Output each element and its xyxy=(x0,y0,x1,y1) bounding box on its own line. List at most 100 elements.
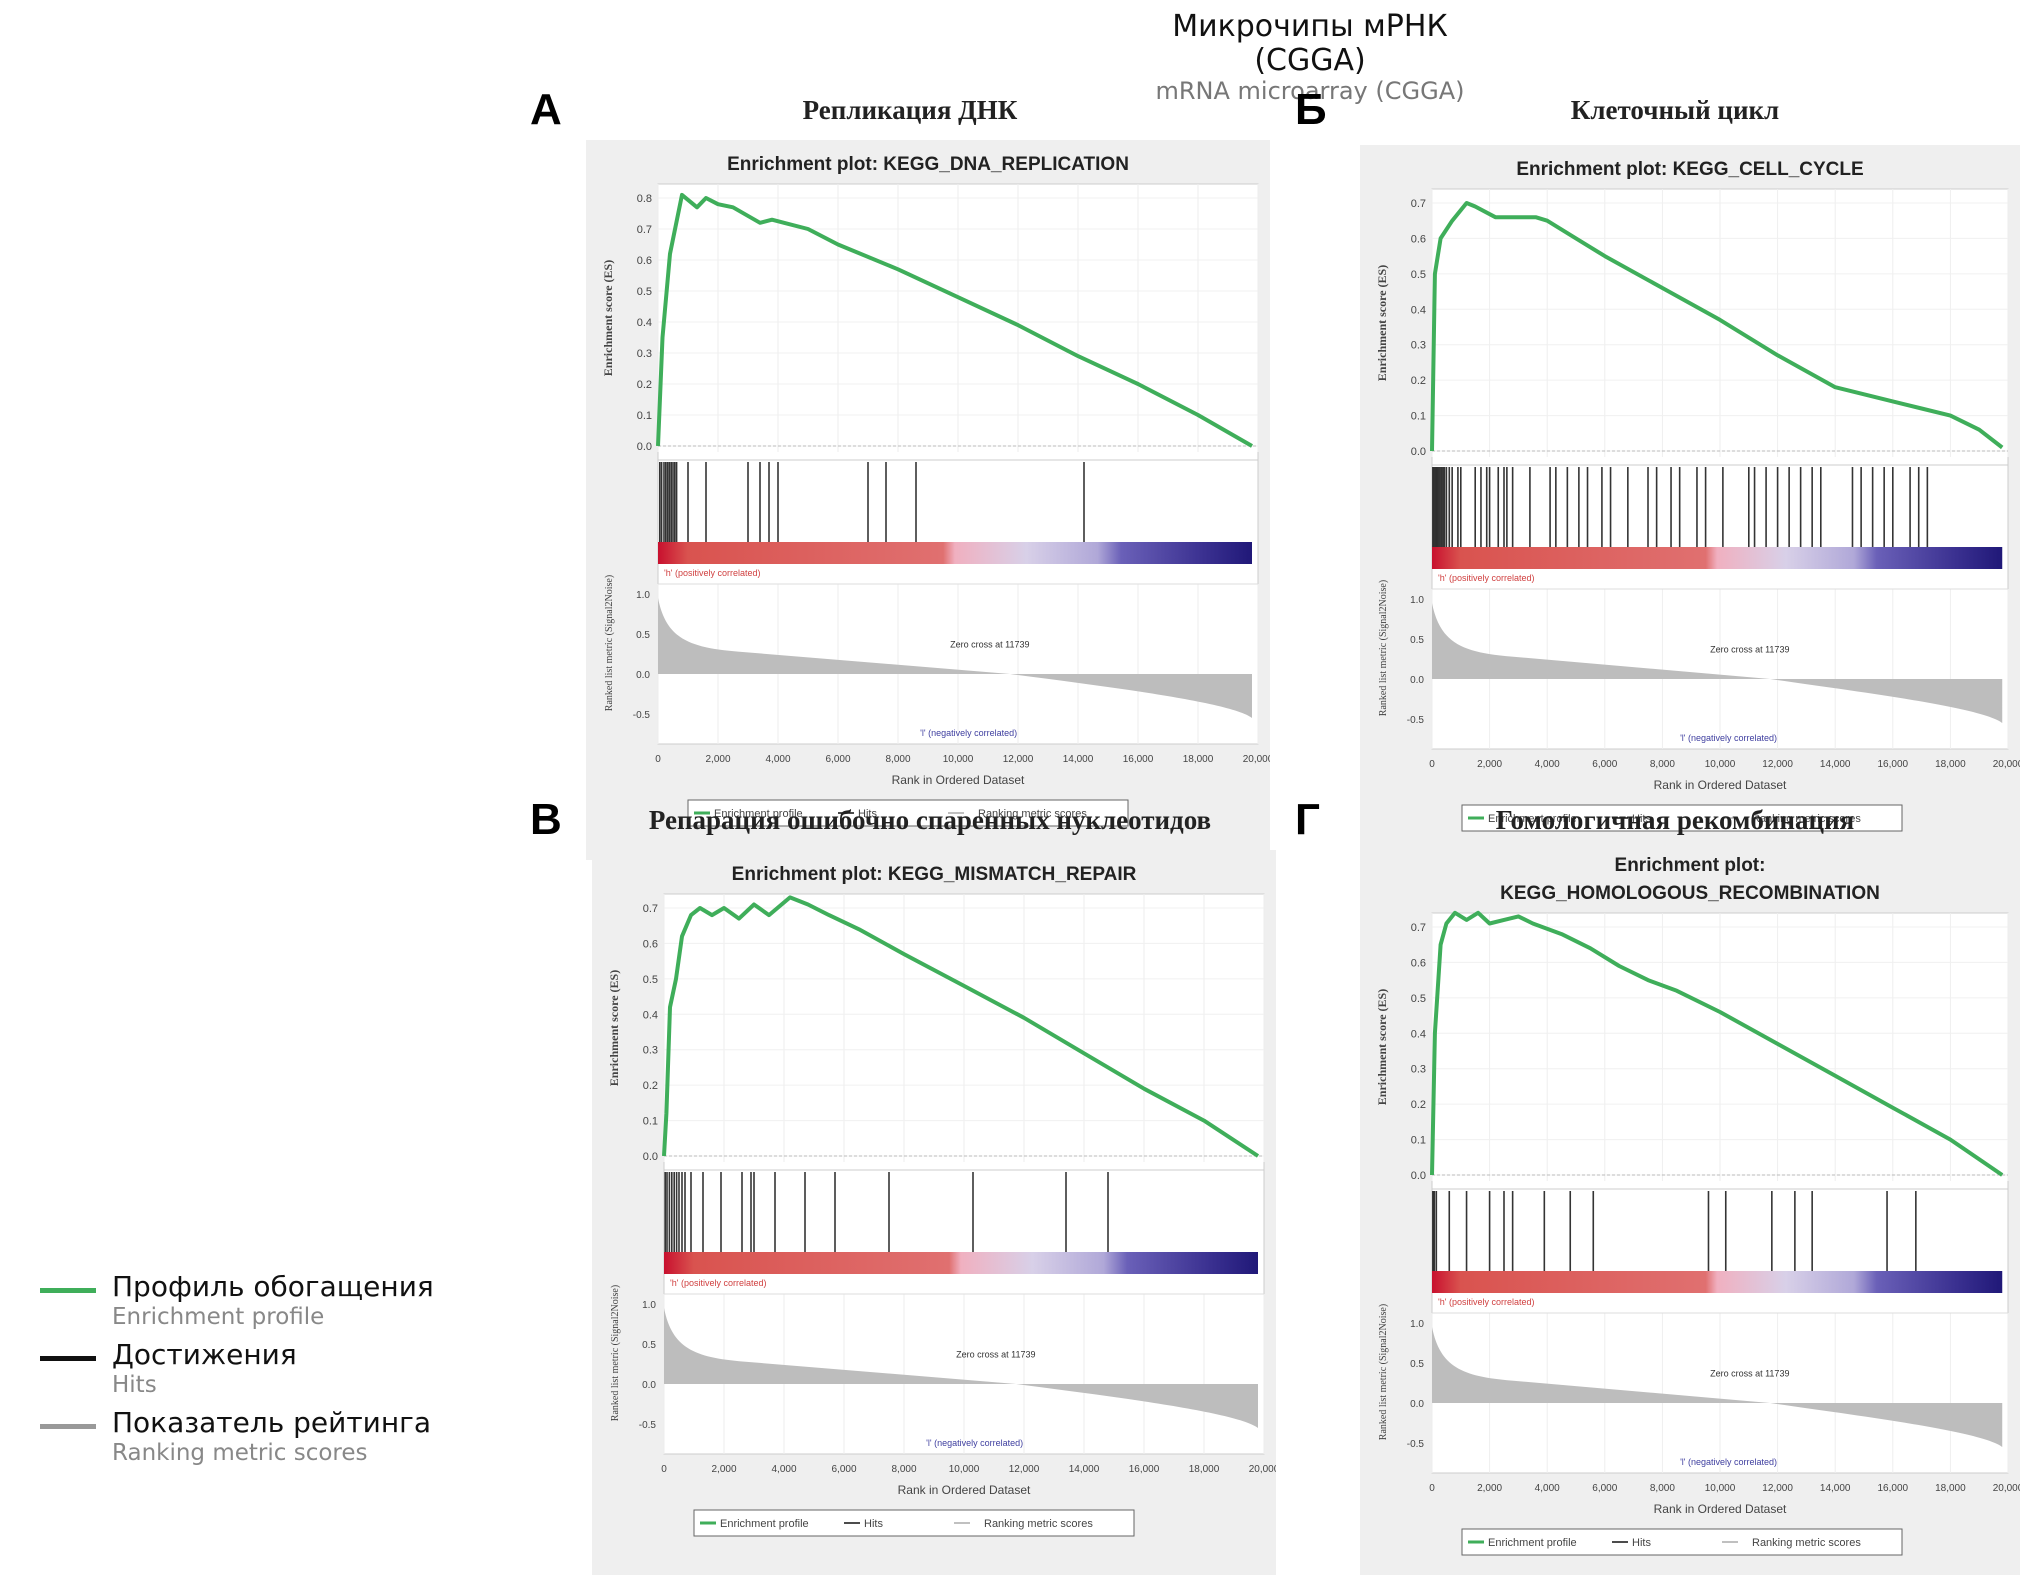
metric-tick-label: 0.5 xyxy=(1410,1359,1424,1370)
y-tick-label: 0.5 xyxy=(1411,269,1426,281)
plot-legend-label: Enrichment profile xyxy=(1488,813,1577,825)
legend-label-en: Ranking metric scores xyxy=(112,1440,368,1466)
negatively-correlated-label: 'l' (negatively correlated) xyxy=(1680,733,1777,743)
x-tick-label: 2,000 xyxy=(711,1464,736,1475)
x-tick-label: 6,000 xyxy=(825,754,850,765)
legend-label-en: Enrichment profile xyxy=(112,1304,325,1330)
enrichment-plot: Enrichment plot: KEGG_CELL_CYCLE 0.0 0.1 0.… xyxy=(1360,145,2020,865)
y-tick-label: 0.0 xyxy=(1411,446,1426,458)
x-tick-label: 8,000 xyxy=(891,1464,916,1475)
ranked-heat-bar xyxy=(658,542,1252,564)
black-line-icon xyxy=(40,1356,96,1361)
metric-tick-label: -0.5 xyxy=(633,710,651,721)
zero-cross-label: Zero cross at 11739 xyxy=(1710,1369,1789,1379)
es-axis-label: Enrichment score (ES) xyxy=(1375,989,1389,1105)
plot-legend-label: Enrichment profile xyxy=(1488,1537,1577,1549)
y-tick-label: 0.8 xyxy=(637,193,652,205)
x-tick-label: 4,000 xyxy=(771,1464,796,1475)
y-tick-label: 0.2 xyxy=(637,379,652,391)
enrichment-plot: Enrichment plot: KEGG_HOMOLOGOUS_RECOMBIN… xyxy=(1360,845,2020,1575)
x-tick-label: 12,000 xyxy=(1003,754,1034,765)
x-tick-label: 16,000 xyxy=(1878,1483,1909,1494)
x-tick-label: 2,000 xyxy=(1477,1483,1502,1494)
plot-title: Enrichment plot: KEGG_CELL_CYCLE xyxy=(1516,159,1863,180)
y-tick-label: 0.1 xyxy=(643,1116,658,1128)
plot-legend-label: Hits xyxy=(858,808,877,820)
panel-letter: Б xyxy=(1295,85,1327,134)
metric-tick-label: 1.0 xyxy=(1410,595,1424,606)
metric-axis-label: Ranked list metric (Signal2Noise) xyxy=(604,575,615,711)
x-tick-label: 0 xyxy=(1429,1483,1435,1494)
x-tick-label: 16,000 xyxy=(1123,754,1154,765)
x-tick-label: 20,000 xyxy=(1993,1483,2020,1494)
x-tick-label: 8,000 xyxy=(1650,759,1675,770)
x-tick-label: 6,000 xyxy=(1592,759,1617,770)
enrichment-profile-line xyxy=(662,895,1260,1158)
x-tick-label: 20,000 xyxy=(1993,759,2020,770)
enrichment-profile-line xyxy=(1430,910,2004,1177)
legend-label-ru: Достижения xyxy=(112,1338,297,1371)
x-tick-label: 12,000 xyxy=(1762,759,1793,770)
x-tick-label: 4,000 xyxy=(1535,1483,1560,1494)
y-tick-label: 0.4 xyxy=(1411,304,1426,316)
plot-title: KEGG_HOMOLOGOUS_RECOMBINATION xyxy=(1500,883,1880,904)
y-tick-label: 0.0 xyxy=(1411,1170,1426,1182)
x-tick-label: 2,000 xyxy=(1477,759,1502,770)
y-tick-label: 0.3 xyxy=(637,348,652,360)
ranked-heat-bar xyxy=(1432,1271,2003,1293)
y-tick-label: 0.2 xyxy=(643,1080,658,1092)
header-title-ru: Микрочипы мРНК (CGGA) xyxy=(1172,9,1448,78)
green-line-icon xyxy=(40,1288,96,1293)
y-tick-label: 0.5 xyxy=(1411,993,1426,1005)
y-tick-label: 0.7 xyxy=(1411,198,1426,210)
positively-correlated-label: 'h' (positively correlated) xyxy=(664,568,760,578)
metric-tick-label: -0.5 xyxy=(1407,715,1425,726)
negatively-correlated-label: 'l' (negatively correlated) xyxy=(926,1438,1023,1448)
enrichment-plot: Enrichment plot: KEGG_DNA_REPLICATION 0.0… xyxy=(586,140,1270,860)
ranked-heat-bar xyxy=(664,1252,1258,1274)
y-tick-label: 0.2 xyxy=(1411,1099,1426,1111)
x-tick-label: 18,000 xyxy=(1935,1483,1966,1494)
legend-label-en: Hits xyxy=(112,1372,157,1398)
negatively-correlated-label: 'l' (negatively correlated) xyxy=(1680,1457,1777,1467)
x-tick-label: 10,000 xyxy=(1705,759,1736,770)
y-tick-label: 0.1 xyxy=(1411,1135,1426,1147)
y-tick-label: 0.3 xyxy=(643,1045,658,1057)
plot-legend-label: Ranking metric scores xyxy=(1752,1537,1861,1549)
x-tick-label: 10,000 xyxy=(1705,1483,1736,1494)
panel-letter: Г xyxy=(1295,795,1320,844)
plot-title: Enrichment plot: KEGG_MISMATCH_REPAIR xyxy=(732,864,1137,885)
x-tick-label: 20,000 xyxy=(1249,1464,1276,1475)
y-tick-label: 0.7 xyxy=(643,903,658,915)
y-tick-label: 0.2 xyxy=(1411,375,1426,387)
metric-tick-label: 0.0 xyxy=(636,670,650,681)
plot-legend-label: Ranking metric scores xyxy=(984,1518,1093,1530)
ranking-metric-area xyxy=(658,598,1252,718)
x-tick-label: 20,000 xyxy=(1243,754,1270,765)
metric-tick-label: -0.5 xyxy=(1407,1439,1425,1450)
es-axis-label: Enrichment score (ES) xyxy=(607,970,621,1086)
enrichment-profile-line xyxy=(1430,201,2004,452)
plot-legend-label: Hits xyxy=(1632,813,1651,825)
y-tick-label: 0.7 xyxy=(1411,922,1426,934)
x-tick-label: 18,000 xyxy=(1189,1464,1220,1475)
plot-legend-label: Ranking metric scores xyxy=(978,808,1087,820)
metric-tick-label: 1.0 xyxy=(1410,1319,1424,1330)
metric-tick-label: 0.5 xyxy=(642,1340,656,1351)
metric-axis-label: Ranked list metric (Signal2Noise) xyxy=(610,1285,621,1421)
y-tick-label: 0.6 xyxy=(637,255,652,267)
panel-letter: А xyxy=(530,85,562,134)
y-tick-label: 0.1 xyxy=(1411,411,1426,423)
y-tick-label: 0.1 xyxy=(637,410,652,422)
ranking-metric-area xyxy=(664,1308,1258,1428)
y-tick-label: 0.7 xyxy=(637,224,652,236)
y-tick-label: 0.0 xyxy=(637,441,652,453)
panel-title-ru: Гомологичная рекомбинация xyxy=(1495,805,1855,835)
plot-legend-label: Enrichment profile xyxy=(714,808,803,820)
x-tick-label: 16,000 xyxy=(1878,759,1909,770)
plot-legend-label: Ranking metric scores xyxy=(1752,813,1861,825)
x-axis-label: Rank in Ordered Dataset xyxy=(898,1483,1031,1497)
plot-legend-label: Hits xyxy=(864,1518,883,1530)
metric-axis-label: Ranked list metric (Signal2Noise) xyxy=(1378,1304,1389,1440)
y-tick-label: 0.4 xyxy=(637,317,652,329)
